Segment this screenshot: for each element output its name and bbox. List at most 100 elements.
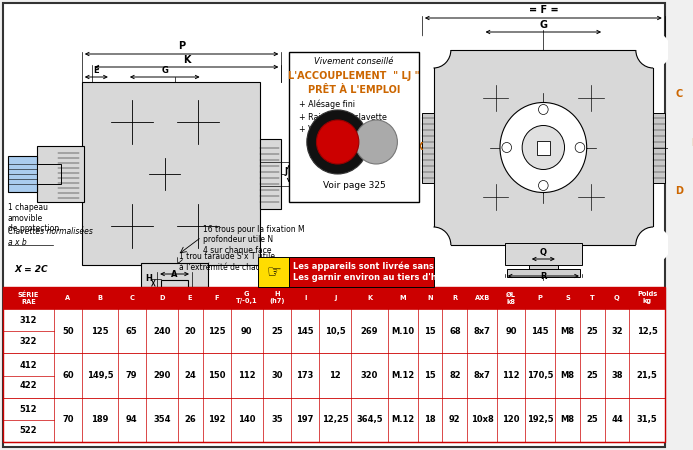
Text: SÉRIE
RAE: SÉRIE RAE xyxy=(18,291,39,305)
Text: 12,5: 12,5 xyxy=(637,327,658,336)
Text: 26: 26 xyxy=(184,415,196,424)
Text: 150: 150 xyxy=(208,371,225,380)
Text: ☞: ☞ xyxy=(266,263,281,281)
Text: 90: 90 xyxy=(505,327,517,336)
Text: PRÊT À L'EMPLOI: PRÊT À L'EMPLOI xyxy=(308,85,401,95)
Text: 94: 94 xyxy=(126,415,137,424)
Text: 92: 92 xyxy=(449,415,461,424)
Bar xyxy=(37,163,61,184)
Text: Poids
kg: Poids kg xyxy=(637,292,657,305)
Text: 189: 189 xyxy=(91,415,109,424)
Text: 90: 90 xyxy=(241,327,252,336)
Text: X: X xyxy=(415,143,423,153)
Text: 44: 44 xyxy=(611,415,623,424)
Bar xyxy=(161,280,188,287)
Text: T: T xyxy=(590,295,595,301)
Text: 322: 322 xyxy=(19,337,37,346)
Circle shape xyxy=(500,103,587,193)
Text: 25: 25 xyxy=(586,415,598,424)
Text: 60: 60 xyxy=(62,371,74,380)
Text: M8: M8 xyxy=(561,371,574,380)
Text: 192: 192 xyxy=(208,415,225,424)
Text: 512: 512 xyxy=(19,405,37,414)
Text: 65: 65 xyxy=(126,327,138,336)
Circle shape xyxy=(635,227,671,263)
Text: G: G xyxy=(539,20,547,30)
Text: 269: 269 xyxy=(361,327,378,336)
Text: J: J xyxy=(284,167,287,176)
Text: 8x7: 8x7 xyxy=(473,327,491,336)
Text: 10,5: 10,5 xyxy=(325,327,346,336)
Text: Voir page 325: Voir page 325 xyxy=(323,181,385,190)
Text: ØL
k8: ØL k8 xyxy=(506,292,516,305)
Text: 140: 140 xyxy=(238,415,256,424)
Text: P: P xyxy=(178,41,185,51)
Bar xyxy=(507,269,580,277)
Text: 15: 15 xyxy=(424,371,436,380)
Bar xyxy=(3,309,665,353)
Text: I: I xyxy=(304,295,306,301)
Text: 125: 125 xyxy=(91,327,109,336)
Circle shape xyxy=(307,110,369,174)
Text: 354: 354 xyxy=(153,415,170,424)
Text: 112: 112 xyxy=(238,371,256,380)
Text: = F =: = F = xyxy=(529,5,558,15)
Text: 24: 24 xyxy=(184,371,196,380)
Bar xyxy=(37,145,84,202)
Text: Les garnir environ au tiers d'huile SAE 90: Les garnir environ au tiers d'huile SAE … xyxy=(293,274,490,283)
Text: 112: 112 xyxy=(502,371,520,380)
Text: A: A xyxy=(171,270,178,279)
Text: E: E xyxy=(188,295,193,301)
Bar xyxy=(529,265,558,277)
Circle shape xyxy=(355,120,397,164)
Text: L'ACCOUPLEMENT  " LJ ": L'ACCOUPLEMENT " LJ " xyxy=(288,71,420,81)
Text: 25: 25 xyxy=(586,371,598,380)
Text: 173: 173 xyxy=(297,371,314,380)
Text: G
T/-0,1: G T/-0,1 xyxy=(236,292,258,305)
Text: C: C xyxy=(130,295,134,301)
Text: 35: 35 xyxy=(271,415,283,424)
Bar xyxy=(289,257,434,287)
Text: 79: 79 xyxy=(126,371,137,380)
Bar xyxy=(258,257,289,287)
Text: H: H xyxy=(145,274,152,283)
Text: 8x7: 8x7 xyxy=(473,371,491,380)
Text: 1 trou taraude S x T utile
à l'extrémité de chaque arbre: 1 trou taraude S x T utile à l'extrémité… xyxy=(179,252,294,272)
Text: Q: Q xyxy=(540,248,547,257)
Text: Q: Q xyxy=(614,295,620,301)
Text: 10x8: 10x8 xyxy=(471,415,493,424)
Text: 16 trous pour la fixation M
profondeur utile N
4 sur chaque face: 16 trous pour la fixation M profondeur u… xyxy=(204,225,305,255)
Text: M8: M8 xyxy=(561,415,574,424)
Text: 20: 20 xyxy=(184,327,196,336)
Text: B: B xyxy=(97,295,103,301)
Text: I: I xyxy=(292,165,295,174)
Bar xyxy=(3,287,665,442)
Text: K: K xyxy=(367,295,372,301)
Text: 30: 30 xyxy=(271,371,283,380)
Text: P: P xyxy=(538,295,543,301)
Text: + Alésage fini: + Alésage fini xyxy=(299,99,355,109)
Text: F: F xyxy=(214,295,219,301)
Text: 68: 68 xyxy=(449,327,461,336)
Text: M8: M8 xyxy=(561,327,574,336)
Text: 32: 32 xyxy=(611,327,623,336)
Text: E: E xyxy=(94,66,99,75)
Text: D: D xyxy=(675,186,683,196)
Circle shape xyxy=(635,32,671,68)
Text: M.12: M.12 xyxy=(391,415,414,424)
Text: 21,5: 21,5 xyxy=(637,371,658,380)
Text: D: D xyxy=(159,295,164,301)
Bar xyxy=(260,139,281,208)
Text: Les appareils sont livrée sans huile: Les appareils sont livrée sans huile xyxy=(293,261,460,271)
Text: 31,5: 31,5 xyxy=(637,415,658,424)
Text: 240: 240 xyxy=(153,327,170,336)
Text: Clavettes normalisées
a x b: Clavettes normalisées a x b xyxy=(8,227,93,247)
Text: 522: 522 xyxy=(19,426,37,435)
Text: 12,25: 12,25 xyxy=(322,415,349,424)
Text: B: B xyxy=(691,138,693,148)
Text: 320: 320 xyxy=(361,371,378,380)
Text: 50: 50 xyxy=(62,327,74,336)
Text: 120: 120 xyxy=(502,415,520,424)
Text: X = 2C: X = 2C xyxy=(15,265,48,274)
Text: + Rainure de clavette: + Rainure de clavette xyxy=(299,112,387,122)
